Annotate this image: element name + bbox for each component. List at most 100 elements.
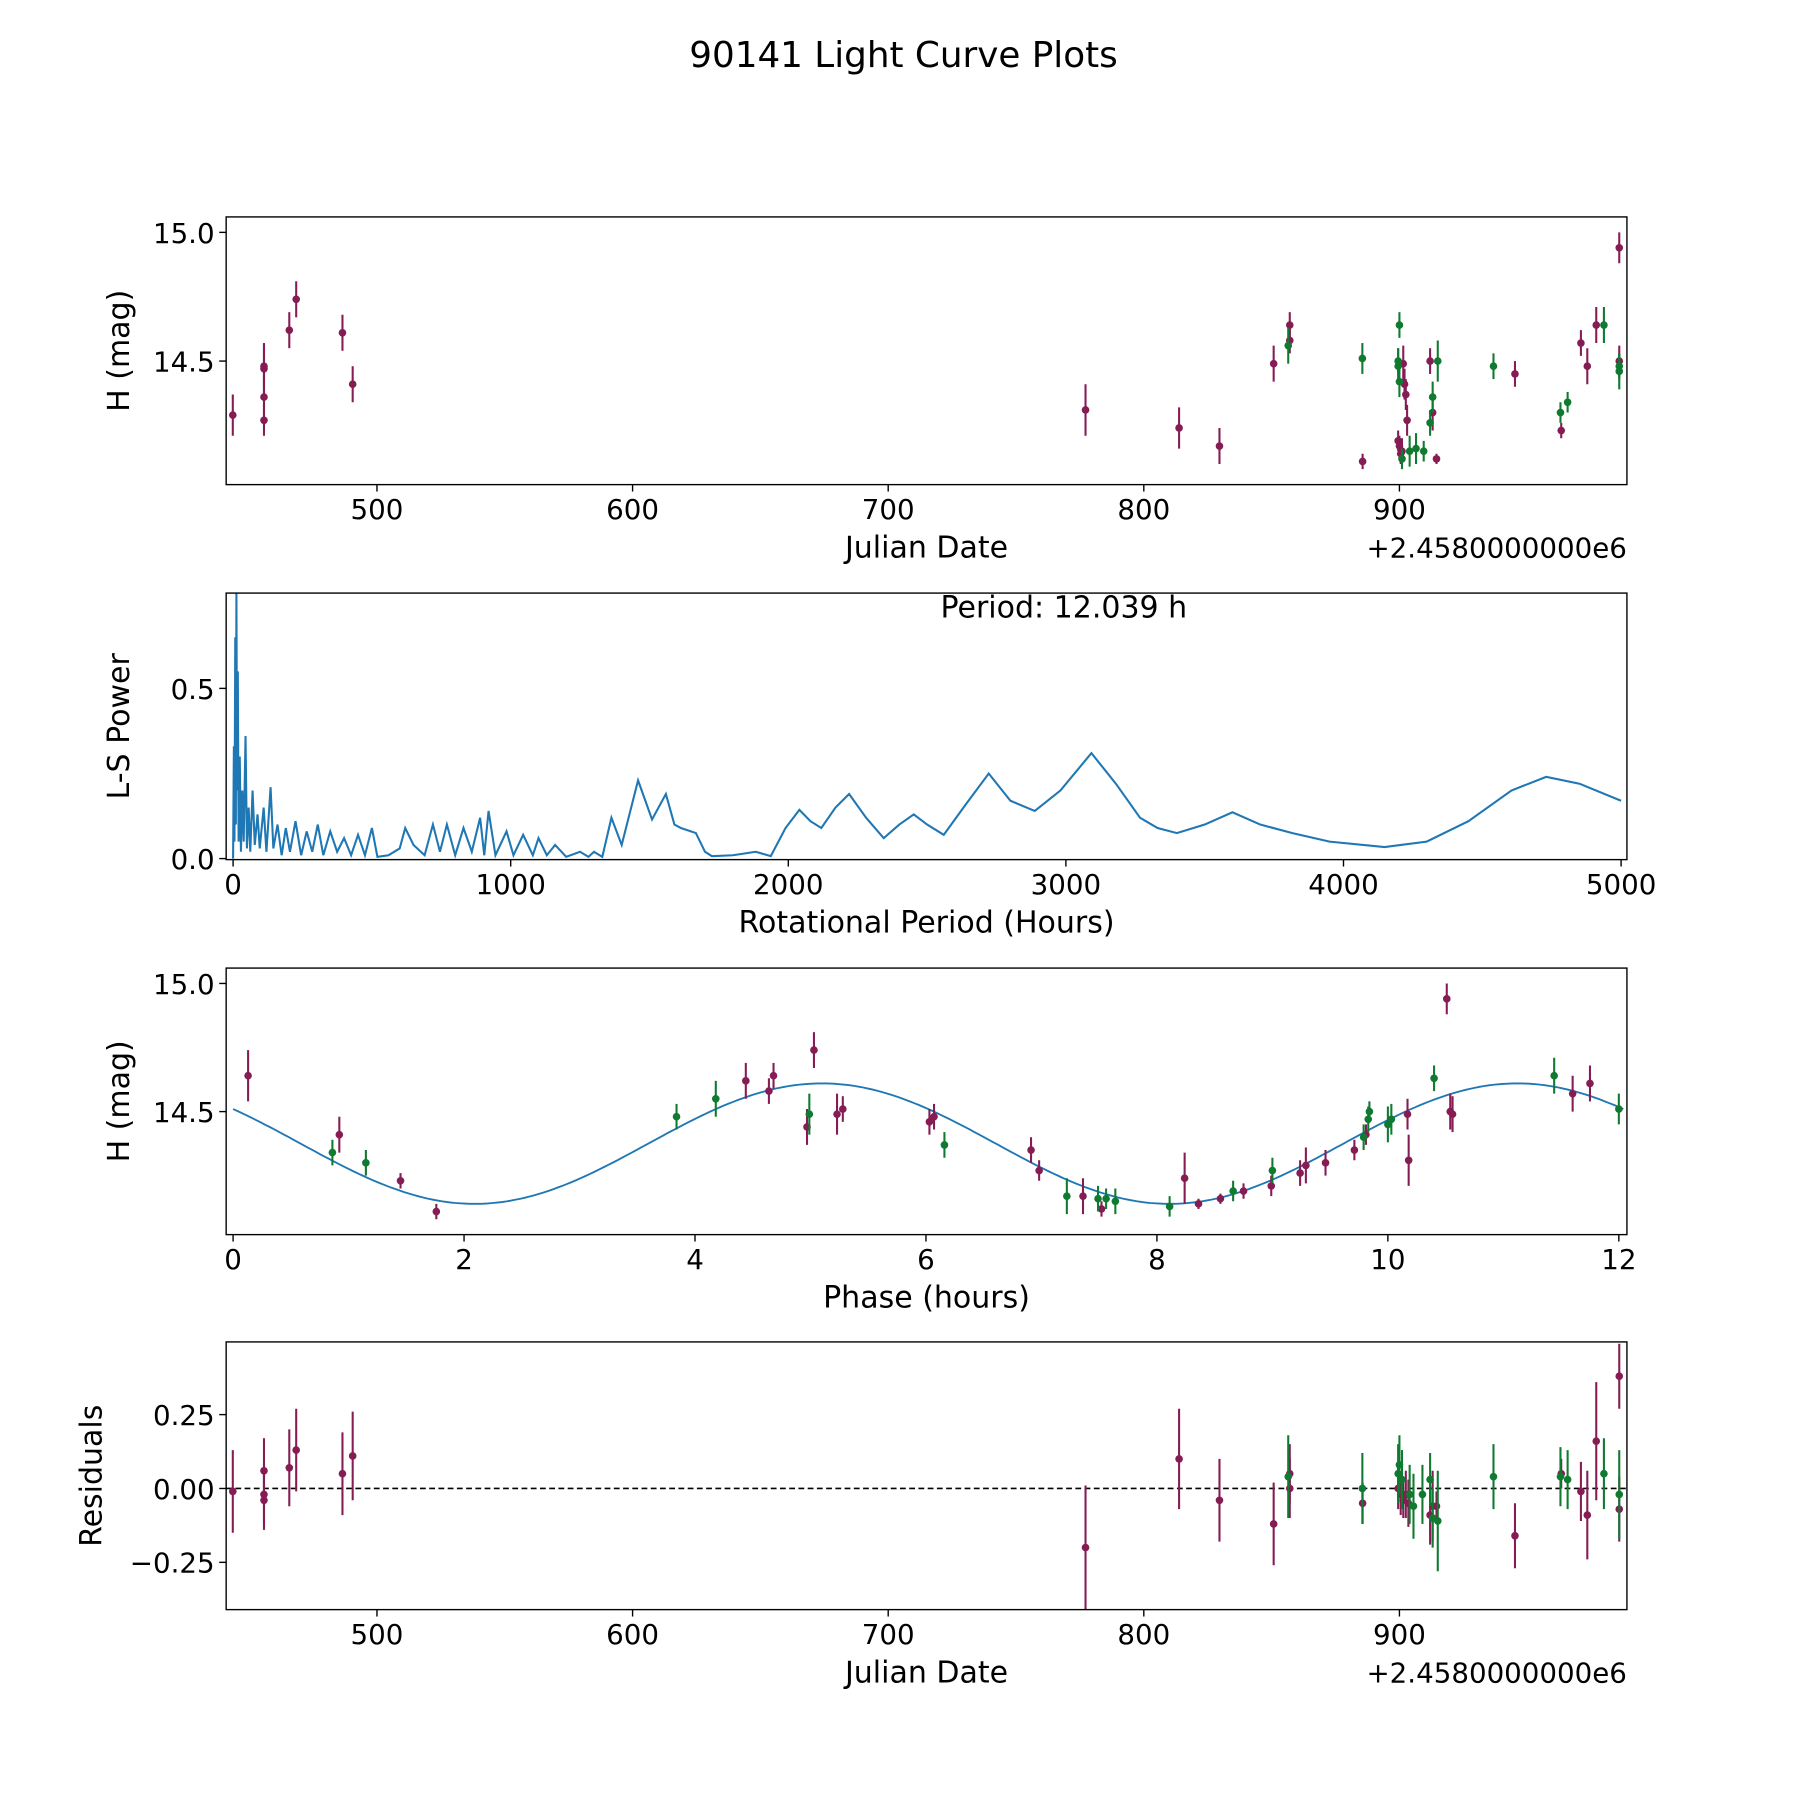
- y-tick-label: 14.5: [153, 1096, 215, 1129]
- filter_a-point: [338, 328, 347, 337]
- filter_b-point: [1489, 362, 1498, 371]
- filter_a-point: [260, 362, 268, 371]
- filter_a-point: [1402, 390, 1410, 399]
- filter_a-point: [335, 1130, 344, 1139]
- filter_a-point: [1215, 1496, 1224, 1505]
- filter_a-point: [1216, 1194, 1225, 1203]
- x-tick-label: 700: [862, 1618, 915, 1651]
- filter_b-point: [1556, 1472, 1565, 1481]
- x-axis-label: Phase (hours): [823, 1280, 1030, 1315]
- x-tick-label: 5000: [1586, 868, 1656, 901]
- filter_b-point: [1284, 341, 1293, 350]
- period-annotation: Period: 12.039 h: [940, 590, 1187, 625]
- filter_b-point: [1284, 1472, 1293, 1481]
- x-tick-label: 900: [1373, 1618, 1426, 1651]
- phase-folded-axes: 0 2 4 6 8 10 12 14.5 15.0 Phase (hours) H (mag): [102, 967, 1636, 1315]
- x-tick-label: 3000: [1031, 868, 1101, 901]
- filter_a-point: [1296, 1169, 1304, 1177]
- model-curve: [232, 1082, 1624, 1205]
- y-tick-label: 0.5: [171, 673, 215, 706]
- filter_a-point: [833, 1110, 841, 1118]
- x-tick-label: 900: [1373, 493, 1426, 526]
- filter_b-point: [1398, 455, 1406, 463]
- filter_b-point: [1229, 1187, 1237, 1195]
- filter_a-point: [1426, 357, 1434, 365]
- x-tick-label: 2000: [753, 868, 823, 901]
- filter_a-point: [1081, 406, 1090, 414]
- filter_a-point: [228, 411, 237, 419]
- axes-frame: [225, 216, 1628, 486]
- filter_b-point: [362, 1159, 370, 1167]
- periodogram-axes: Period: 12.039 h 0 1000 2000 3000 4000 5000 0.0…: [102, 590, 1656, 940]
- axes-frame: [225, 592, 1628, 861]
- filter_a-point: [1175, 1455, 1183, 1463]
- filter_a-point: [348, 380, 357, 389]
- filter_b-point: [1418, 1490, 1427, 1499]
- axes-frame: [225, 1341, 1628, 1611]
- x-offset-text: +2.4580000000e6: [1366, 1656, 1626, 1689]
- filter_a-point: [742, 1077, 750, 1085]
- filter_a-point: [244, 1071, 252, 1080]
- filter_a-point: [1615, 244, 1624, 252]
- filter_a-point: [1239, 1187, 1248, 1195]
- filter_a-point: [1404, 1156, 1413, 1165]
- filter_a-point: [1321, 1159, 1330, 1167]
- x-tick-label: 2: [455, 1243, 473, 1276]
- y-tick-label: −0.25: [130, 1547, 215, 1580]
- filter_a-point: [1577, 339, 1585, 347]
- filter_a-point: [1586, 1079, 1594, 1088]
- filter_b-point: [1063, 1192, 1071, 1200]
- y-tick-label: 15.0: [153, 217, 215, 250]
- filter_b-point: [1419, 447, 1428, 455]
- light-curve-marks: [228, 232, 1624, 470]
- filter_b-point: [1550, 1071, 1558, 1080]
- residuals-axes: 500 600 700 800 900 −0.25 0.00 0.25 Julian Date R…: [75, 1341, 1628, 1690]
- periodogram-marks: [232, 593, 1622, 859]
- filter_a-point: [1194, 1200, 1203, 1208]
- x-offset-text: +2.4580000000e6: [1366, 531, 1626, 564]
- y-axis-label: Residuals: [75, 1405, 110, 1547]
- filter_b-point: [1428, 393, 1437, 401]
- x-tick-label: 8: [1148, 1243, 1166, 1276]
- x-tick-label: 12: [1601, 1243, 1636, 1276]
- x-tick-label: 10: [1370, 1243, 1405, 1276]
- filter_a-point: [1577, 1487, 1585, 1496]
- filter_a-point: [1403, 1110, 1412, 1118]
- filter_a-point: [1350, 1146, 1359, 1154]
- filter_b-point: [1405, 1490, 1414, 1499]
- filter_a-point: [338, 1469, 347, 1478]
- filter_a-point: [1615, 1372, 1624, 1381]
- filter_a-point: [1592, 321, 1601, 329]
- y-axis-label: L-S Power: [102, 653, 137, 800]
- axes-frame: [225, 967, 1628, 1236]
- filter_b-point: [1556, 408, 1565, 417]
- filter_b-point: [1563, 398, 1572, 407]
- light-curve-axes: 500 600 700 800 900 14.5 15.0 Julian Date H (mag…: [102, 216, 1628, 565]
- filter_a-point: [1081, 1543, 1090, 1552]
- filter_b-point: [1364, 1115, 1373, 1124]
- x-tick-label: 600: [606, 1618, 659, 1651]
- filter_b-point: [1094, 1194, 1102, 1203]
- x-tick-label: 4: [686, 1243, 704, 1276]
- filter_b-point: [1563, 1475, 1572, 1484]
- filter_a-point: [1403, 416, 1411, 425]
- filter_b-point: [1405, 447, 1414, 455]
- filter_b-point: [1398, 1475, 1406, 1484]
- filter_b-point: [1394, 362, 1402, 371]
- filter_a-point: [810, 1046, 818, 1054]
- filter_a-point: [260, 393, 268, 401]
- filter_a-point: [1432, 455, 1441, 463]
- filter_b-point: [1409, 1502, 1418, 1511]
- filter_b-point: [1615, 367, 1624, 376]
- filter_b-point: [1412, 444, 1420, 453]
- filter_a-point: [348, 1452, 357, 1460]
- phase-folded-marks: [232, 983, 1624, 1220]
- filter_a-point: [292, 295, 300, 304]
- x-tick-label: 800: [1117, 493, 1170, 526]
- filter_a-point: [1269, 359, 1278, 368]
- y-tick-label: 15.0: [153, 968, 215, 1001]
- filter_b-point: [711, 1094, 720, 1103]
- x-tick-label: 700: [862, 493, 915, 526]
- filter_b-point: [805, 1110, 814, 1118]
- filter_b-point: [1365, 1107, 1374, 1116]
